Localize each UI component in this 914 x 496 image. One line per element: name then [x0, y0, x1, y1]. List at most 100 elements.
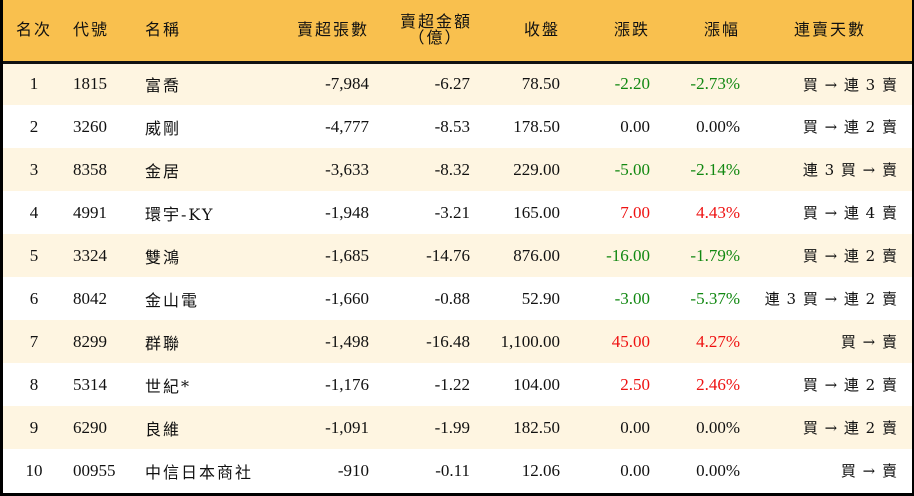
change-pct-cell: -2.14% — [690, 159, 740, 179]
header-change: 漲跌 — [613, 20, 650, 40]
code-cell: 3260 — [73, 116, 107, 136]
table-body: 1 1815 富喬 -7,984 -6.27 78.50 -2.20 -2.73% 買 → 連 … — [3, 62, 912, 492]
streak-cell: 買 → 連 2 賣 — [802, 247, 898, 265]
rank-cell: 3 — [29, 159, 39, 179]
rank-cell: 10 — [25, 460, 43, 480]
header-change-pct: 漲幅 — [703, 20, 740, 40]
net-sell-ranking-table: 名次 代號 名稱 賣超張數 賣超金額 （億） 收盤 漲跌 漲幅 連賣天數 1 18… — [3, 0, 912, 492]
table-row: 2 3260 威剛 -4,777 -8.53 178.50 0.00 0.00% 買 → 連 2… — [3, 105, 912, 148]
streak-cell: 買 → 賣 — [840, 462, 898, 480]
streak-cell: 買 → 連 2 賣 — [802, 419, 898, 437]
table-row: 6 8042 金山電 -1,660 -0.88 52.90 -3.00 -5.37% 連 3 買… — [3, 277, 912, 320]
net-sell-amount-cell: -14.76 — [426, 245, 470, 265]
stock-name-cell: 良維 — [145, 419, 182, 439]
table-header-row: 名次 代號 名稱 賣超張數 賣超金額 （億） 收盤 漲跌 漲幅 連賣天數 — [3, 0, 912, 62]
net-sell-amount-cell: -8.32 — [434, 159, 470, 179]
table-row: 10 00955 中信日本商社 -910 -0.11 12.06 0.00 0.00% 買 → … — [3, 449, 912, 492]
rank-cell: 6 — [29, 288, 39, 308]
close-price-cell: 78.50 — [521, 74, 560, 94]
close-price-cell: 1,100.00 — [500, 331, 561, 351]
streak-cell: 連 3 買 → 連 2 賣 — [764, 290, 898, 308]
code-cell: 8358 — [73, 159, 107, 179]
stock-name-cell: 世紀* — [145, 376, 192, 396]
rank-cell: 5 — [29, 245, 39, 265]
header-net-sell-amount-line2: （億） — [408, 28, 463, 48]
code-cell: 4991 — [73, 202, 107, 222]
change-cell: 45.00 — [611, 331, 650, 351]
rank-cell: 1 — [29, 74, 39, 94]
change-cell: 0.00 — [620, 417, 650, 437]
close-price-cell: 52.90 — [521, 288, 560, 308]
table-row: 7 8299 群聯 -1,498 -16.48 1,100.00 45.00 4.27% 買 →… — [3, 320, 912, 363]
streak-cell: 買 → 連 2 賣 — [802, 376, 898, 394]
header-close: 收盤 — [523, 20, 560, 40]
code-cell: 1815 — [73, 74, 107, 94]
net-sell-lots-cell: -910 — [337, 460, 369, 480]
change-cell: -2.20 — [614, 74, 650, 94]
table-row: 9 6290 良維 -1,091 -1.99 182.50 0.00 0.00% 買 → 連 2… — [3, 406, 912, 449]
stock-name-cell: 雙鴻 — [145, 247, 182, 267]
net-sell-lots-cell: -3,633 — [325, 159, 369, 179]
stock-name-cell: 金居 — [145, 161, 182, 181]
net-sell-lots-cell: -7,984 — [325, 74, 369, 94]
net-sell-lots-cell: -4,777 — [325, 116, 369, 136]
stock-name-cell: 群聯 — [145, 333, 182, 353]
table-row: 5 3324 雙鴻 -1,685 -14.76 876.00 -16.00 -1.79% 買 →… — [3, 234, 912, 277]
change-pct-cell: 0.00% — [696, 460, 740, 480]
streak-cell: 連 3 買 → 賣 — [802, 161, 898, 179]
close-price-cell: 165.00 — [513, 202, 560, 222]
header-name: 名稱 — [145, 20, 182, 40]
net-sell-lots-cell: -1,685 — [325, 245, 369, 265]
code-cell: 00955 — [73, 460, 116, 480]
close-price-cell: 876.00 — [513, 245, 560, 265]
table-row: 3 8358 金居 -3,633 -8.32 229.00 -5.00 -2.14% 連 3 買… — [3, 148, 912, 191]
stock-name-cell: 威剛 — [145, 118, 182, 138]
header-net-sell-amount-line1: 賣超金額 — [399, 12, 472, 32]
table-row: 1 1815 富喬 -7,984 -6.27 78.50 -2.20 -2.73% 買 → 連 … — [3, 62, 912, 105]
rank-cell: 7 — [29, 331, 39, 351]
close-price-cell: 12.06 — [521, 460, 560, 480]
net-sell-amount-cell: -3.21 — [434, 202, 470, 222]
close-price-cell: 229.00 — [513, 159, 560, 179]
change-pct-cell: 0.00% — [696, 116, 740, 136]
stock-name-cell: 金山電 — [145, 290, 200, 310]
rank-cell: 2 — [29, 116, 39, 136]
net-sell-lots-cell: -1,948 — [325, 202, 369, 222]
code-cell: 8299 — [73, 331, 107, 351]
table-row: 8 5314 世紀* -1,176 -1.22 104.00 2.50 2.46% 買 → 連 … — [3, 363, 912, 406]
streak-cell: 買 → 連 2 賣 — [802, 118, 898, 136]
streak-cell: 買 → 連 4 賣 — [802, 204, 898, 222]
net-sell-lots-cell: -1,498 — [325, 331, 369, 351]
net-sell-amount-cell: -6.27 — [434, 74, 470, 94]
change-cell: -16.00 — [606, 245, 650, 265]
net-sell-lots-cell: -1,176 — [325, 374, 369, 394]
net-sell-amount-cell: -8.53 — [434, 116, 470, 136]
change-cell: 0.00 — [620, 460, 650, 480]
net-sell-amount-cell: -1.22 — [434, 374, 470, 394]
net-sell-amount-cell: -0.11 — [435, 460, 470, 480]
close-price-cell: 182.50 — [513, 417, 560, 437]
streak-cell: 買 → 連 3 賣 — [802, 75, 898, 94]
change-cell: 7.00 — [620, 202, 650, 222]
stock-name-cell: 中信日本商社 — [145, 462, 254, 482]
change-cell: -3.00 — [614, 288, 650, 308]
close-price-cell: 104.00 — [513, 374, 560, 394]
code-cell: 6290 — [73, 417, 107, 437]
stock-name-cell: 富喬 — [145, 76, 182, 96]
header-rank: 名次 — [15, 20, 52, 40]
rank-cell: 4 — [29, 202, 39, 222]
table-row: 4 4991 環宇-KY -1,948 -3.21 165.00 7.00 4.43% 買 → … — [3, 191, 912, 234]
rank-cell: 8 — [29, 374, 39, 394]
change-cell: 2.50 — [620, 374, 650, 394]
change-pct-cell: -5.37% — [690, 288, 740, 308]
net-sell-lots-cell: -1,660 — [325, 288, 369, 308]
header-code: 代號 — [73, 20, 110, 40]
header-net-sell-amount: 賣超金額 （億） — [377, 0, 478, 62]
change-cell: 0.00 — [620, 116, 650, 136]
code-cell: 8042 — [73, 288, 107, 308]
rank-cell: 9 — [29, 417, 39, 437]
stock-name-cell: 環宇-KY — [145, 204, 215, 224]
close-price-cell: 178.50 — [513, 116, 560, 136]
net-sell-lots-cell: -1,091 — [325, 417, 369, 437]
